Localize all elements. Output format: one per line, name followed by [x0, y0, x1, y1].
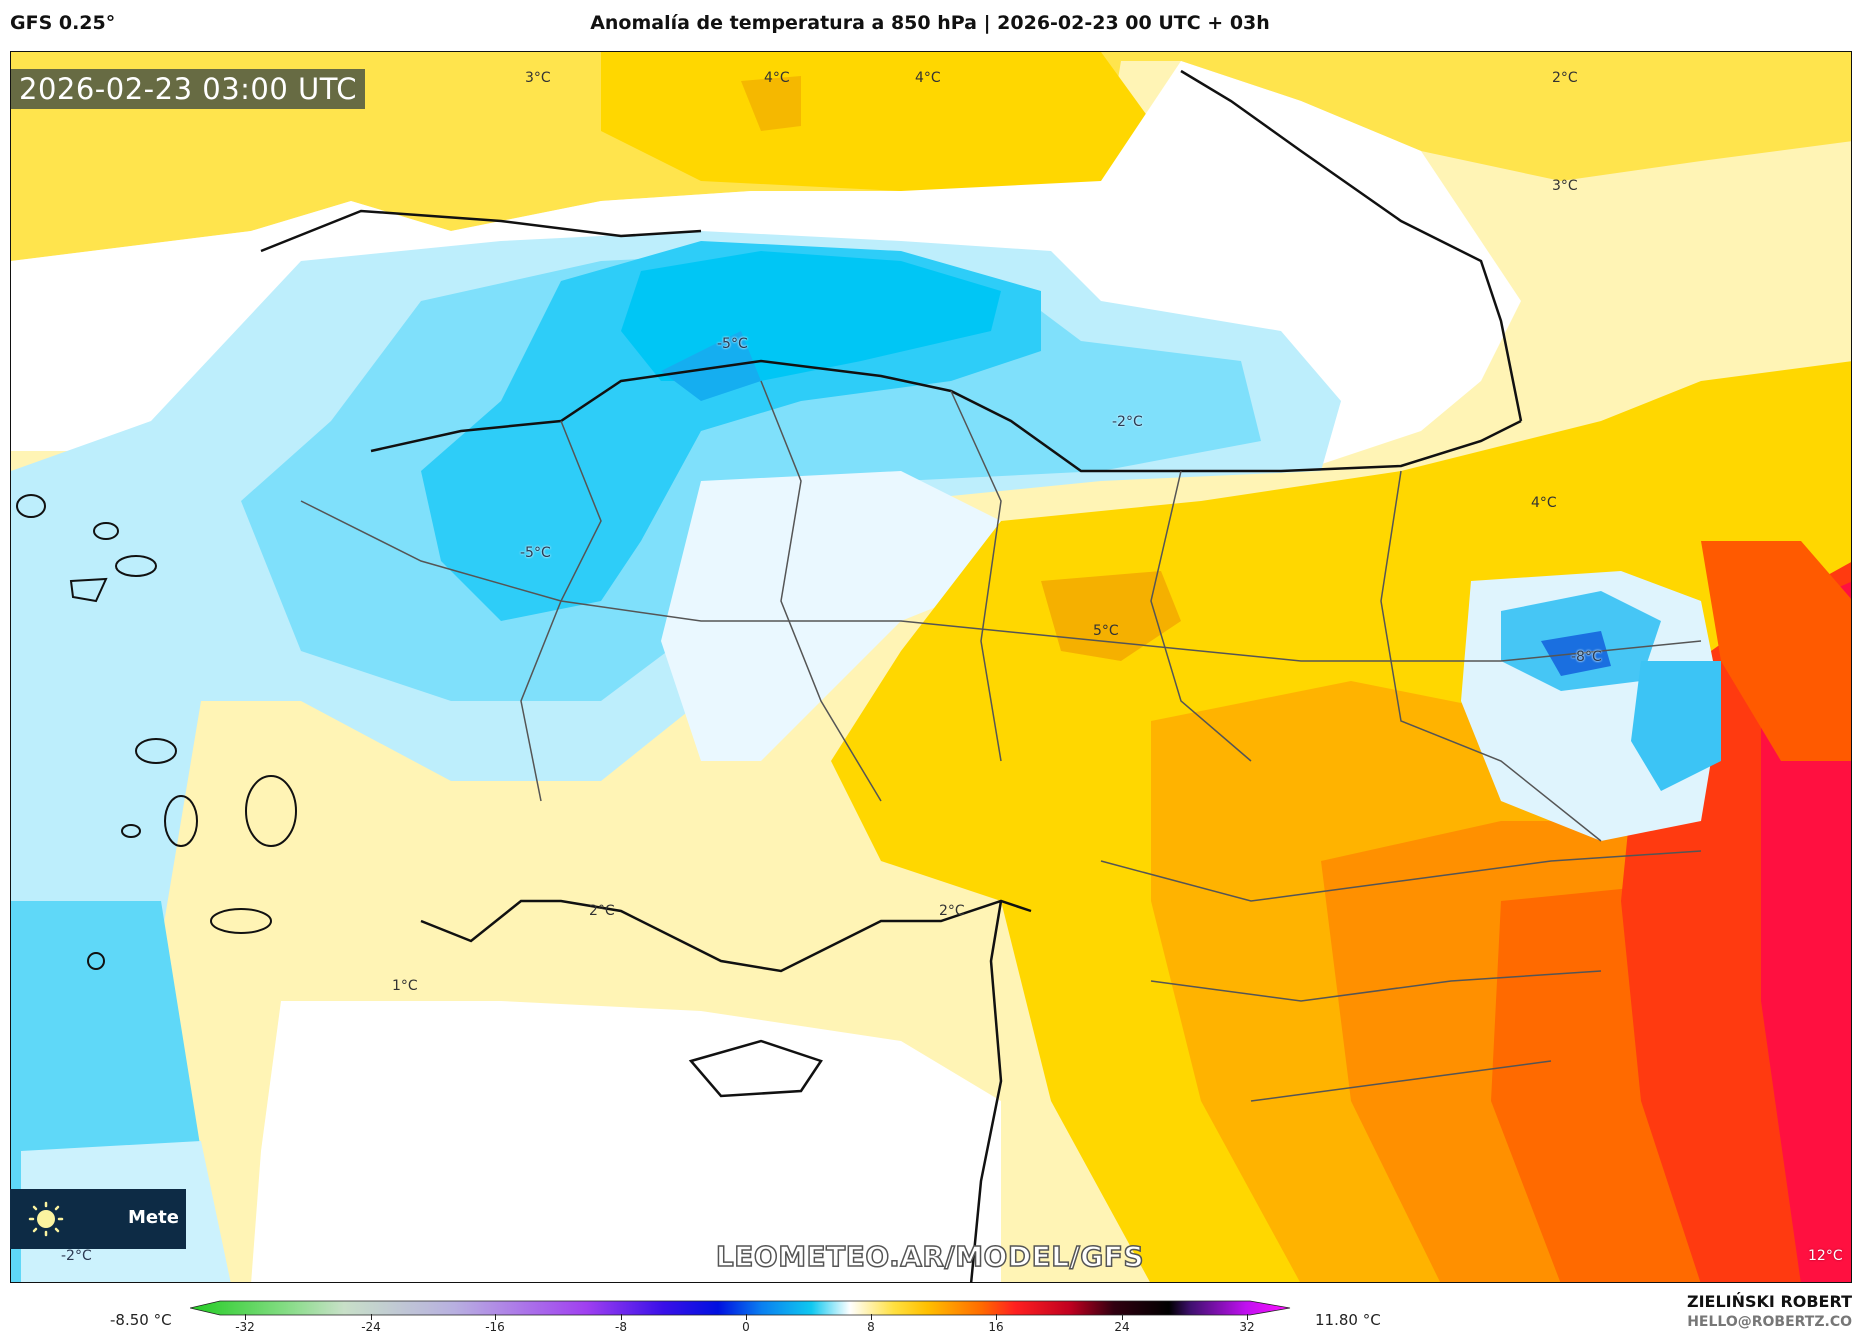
colorbar-max-label: 11.80 °C	[1315, 1311, 1381, 1329]
temperature-anomaly-map[interactable]: 2026-02-23 03:00 UTC 3°C 4°C 4°C 2°C 3°C…	[10, 51, 1852, 1283]
colorbar-tick: -24	[361, 1320, 381, 1334]
contour-label: 5°C	[1093, 623, 1119, 639]
sun-icon	[28, 1201, 64, 1237]
author-email[interactable]: HELLO@ROBERTZ.CO	[1687, 1314, 1852, 1330]
contour-label: 2°C	[589, 903, 615, 919]
colorbar	[190, 1300, 1291, 1316]
contour-label: -2°C	[61, 1248, 92, 1264]
contour-label: -8°C	[1571, 649, 1602, 665]
colorbar-tick: 8	[867, 1320, 875, 1334]
chart-title: Anomalía de temperatura a 850 hPa | 2026…	[590, 12, 1270, 34]
logo-text: Meteo	[128, 1207, 178, 1228]
brand-logo[interactable]: Meteo	[10, 1189, 186, 1249]
colorbar-tick: 32	[1239, 1320, 1255, 1334]
colorbar-tick: 16	[988, 1320, 1004, 1334]
colorbar-tick: -32	[235, 1320, 255, 1334]
contour-label: -2°C	[1112, 414, 1143, 430]
contour-label: -5°C	[520, 545, 551, 561]
contour-label: 4°C	[915, 70, 941, 86]
contour-label: 3°C	[1552, 178, 1578, 194]
colorbar-tick: 0	[742, 1320, 750, 1334]
model-name: GFS 0.25°	[10, 12, 116, 34]
contour-label: -5°C	[717, 336, 748, 352]
colorbar-tick: -8	[615, 1320, 627, 1334]
contour-label: 2°C	[939, 903, 965, 919]
watermark: LEOMETEO.AR/MODEL/GFS	[715, 1239, 1145, 1274]
colorbar-tick: -16	[485, 1320, 505, 1334]
contour-label: 2°C	[1552, 70, 1578, 86]
contour-label: 3°C	[525, 70, 551, 86]
colorbar-min-label: -8.50 °C	[110, 1311, 172, 1329]
map-fill-layer	[11, 52, 1851, 1282]
contour-label: 12°C	[1808, 1248, 1843, 1264]
author-name: ZIELIŃSKI ROBERT	[1686, 1292, 1852, 1311]
valid-time-badge: 2026-02-23 03:00 UTC	[11, 69, 366, 109]
colorbar-tick: 24	[1114, 1320, 1130, 1334]
contour-label: 4°C	[764, 70, 790, 86]
contour-label: 4°C	[1531, 495, 1557, 511]
contour-label: 1°C	[392, 978, 418, 994]
